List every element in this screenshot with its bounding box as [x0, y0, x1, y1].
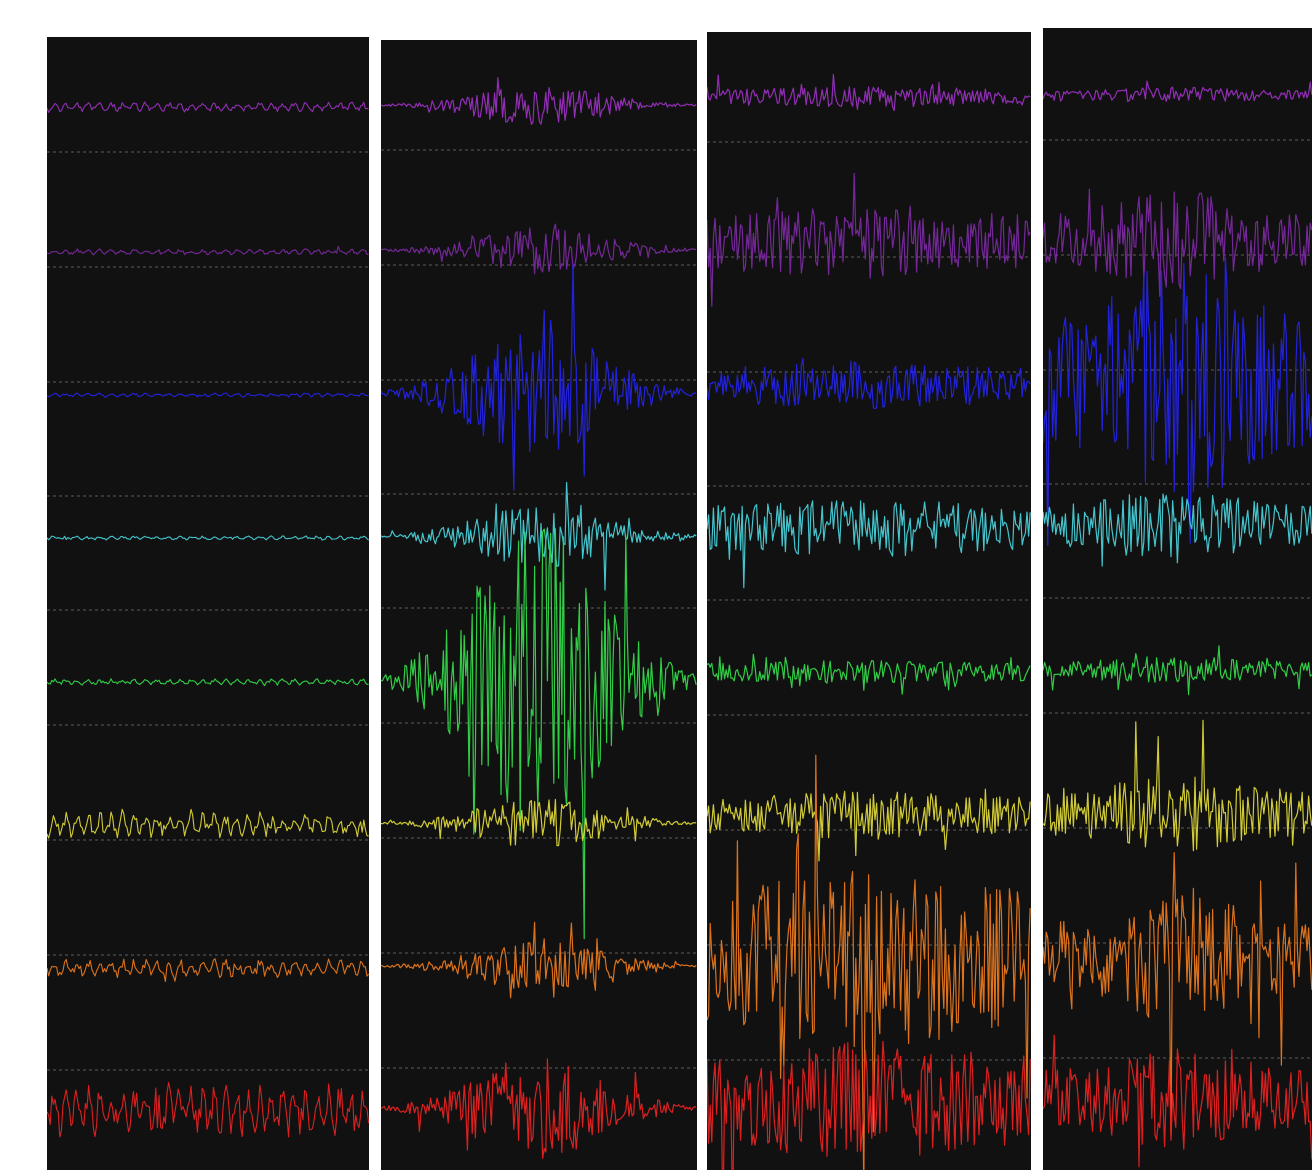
- eeg-panel: [707, 32, 1031, 1170]
- eeg-trace: [381, 481, 697, 591]
- panel-background: [707, 32, 1031, 1170]
- eeg-trace: [47, 245, 369, 256]
- eeg-trace: [1043, 1034, 1312, 1168]
- eeg-trace: [707, 653, 1031, 695]
- eeg-trace: [707, 73, 1031, 112]
- eeg-panel: [381, 40, 697, 1170]
- eeg-trace: [707, 500, 1031, 589]
- panel-background: [47, 37, 369, 1170]
- eeg-trace: [381, 223, 697, 275]
- eeg-trace: [707, 788, 1031, 862]
- eeg-trace: [1043, 852, 1312, 1136]
- panel-traces: [707, 73, 1031, 1170]
- eeg-trace: [381, 921, 697, 999]
- panel-traces: [381, 77, 697, 1159]
- eeg-trace: [381, 263, 697, 491]
- eeg-trace: [47, 535, 369, 541]
- eeg-trace: [381, 798, 697, 847]
- eeg-trace: [47, 958, 369, 983]
- eeg-trace: [381, 528, 697, 940]
- panel-background: [381, 40, 697, 1170]
- eeg-trace: [707, 172, 1031, 307]
- eeg-trace: [47, 392, 369, 398]
- eeg-trace: [1043, 80, 1312, 103]
- eeg-trace: [1043, 493, 1312, 567]
- eeg-trace: [707, 1040, 1031, 1170]
- eeg-trace: [1043, 719, 1312, 852]
- eeg-trace: [1043, 645, 1312, 696]
- eeg-trace: [1043, 256, 1312, 546]
- panel-traces: [47, 101, 369, 1138]
- panel-background: [1043, 28, 1312, 1170]
- eeg-panel: [1043, 28, 1312, 1170]
- eeg-trace: [707, 357, 1031, 410]
- panel-traces: [1043, 80, 1312, 1168]
- eeg-trace: [381, 1058, 697, 1159]
- eeg-trace: [47, 101, 369, 114]
- eeg-trace: [47, 678, 369, 687]
- eeg-trace: [381, 77, 697, 125]
- eeg-trace: [47, 1081, 369, 1138]
- eeg-trace: [707, 754, 1031, 1170]
- eeg-trace: [47, 808, 369, 839]
- eeg-trace: [1043, 188, 1312, 298]
- eeg-panel: [47, 37, 369, 1170]
